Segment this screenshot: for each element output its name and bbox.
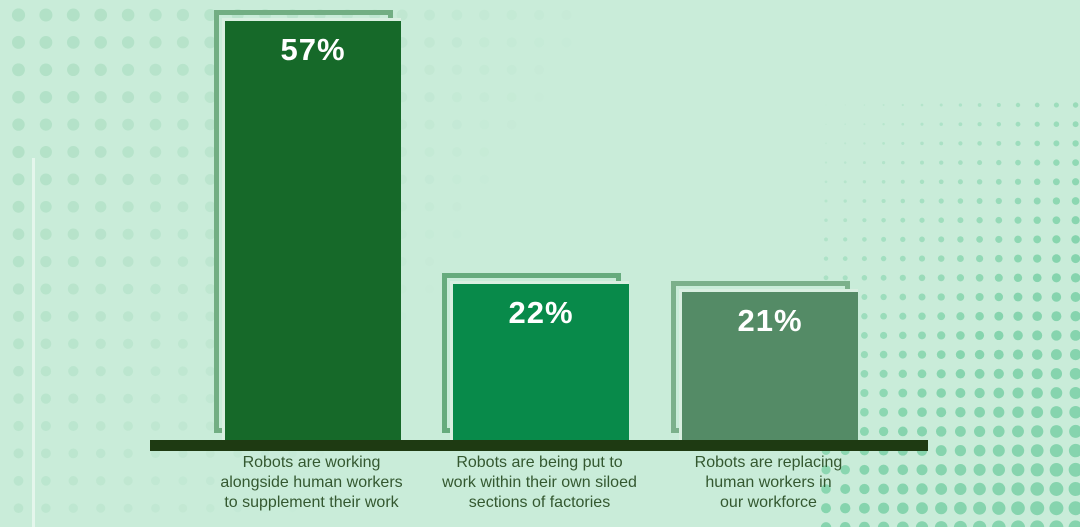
bar-value-label: 21% [737,303,803,338]
category-line: to supplement their work [224,494,399,511]
category-line: Robots are working [242,454,381,471]
bar-supplement-work: 57% [222,18,401,441]
category-line: work within their own siloed [442,474,637,491]
bar-replacing-workers: 21% [679,289,858,441]
category-line: human workers in [705,474,832,491]
category-label-replacing-workers: Robots are replacing human workers in ou… [619,453,919,513]
axis-baseline [150,440,928,451]
category-line: sections of factories [468,494,611,511]
category-line: Robots are being put to [456,454,623,471]
category-label-siloed-sections: Robots are being put to work within thei… [390,453,690,513]
bar-value-label: 22% [508,295,574,330]
category-line: alongside human workers [220,474,403,491]
bar-siloed-sections: 22% [450,281,629,441]
bar-value-label: 57% [280,32,346,67]
category-line: Robots are replacing [694,454,843,471]
category-line: our workforce [720,494,817,511]
category-label-supplement-work: Robots are working alongside human worke… [162,453,462,513]
vertical-accent-line [32,158,35,527]
